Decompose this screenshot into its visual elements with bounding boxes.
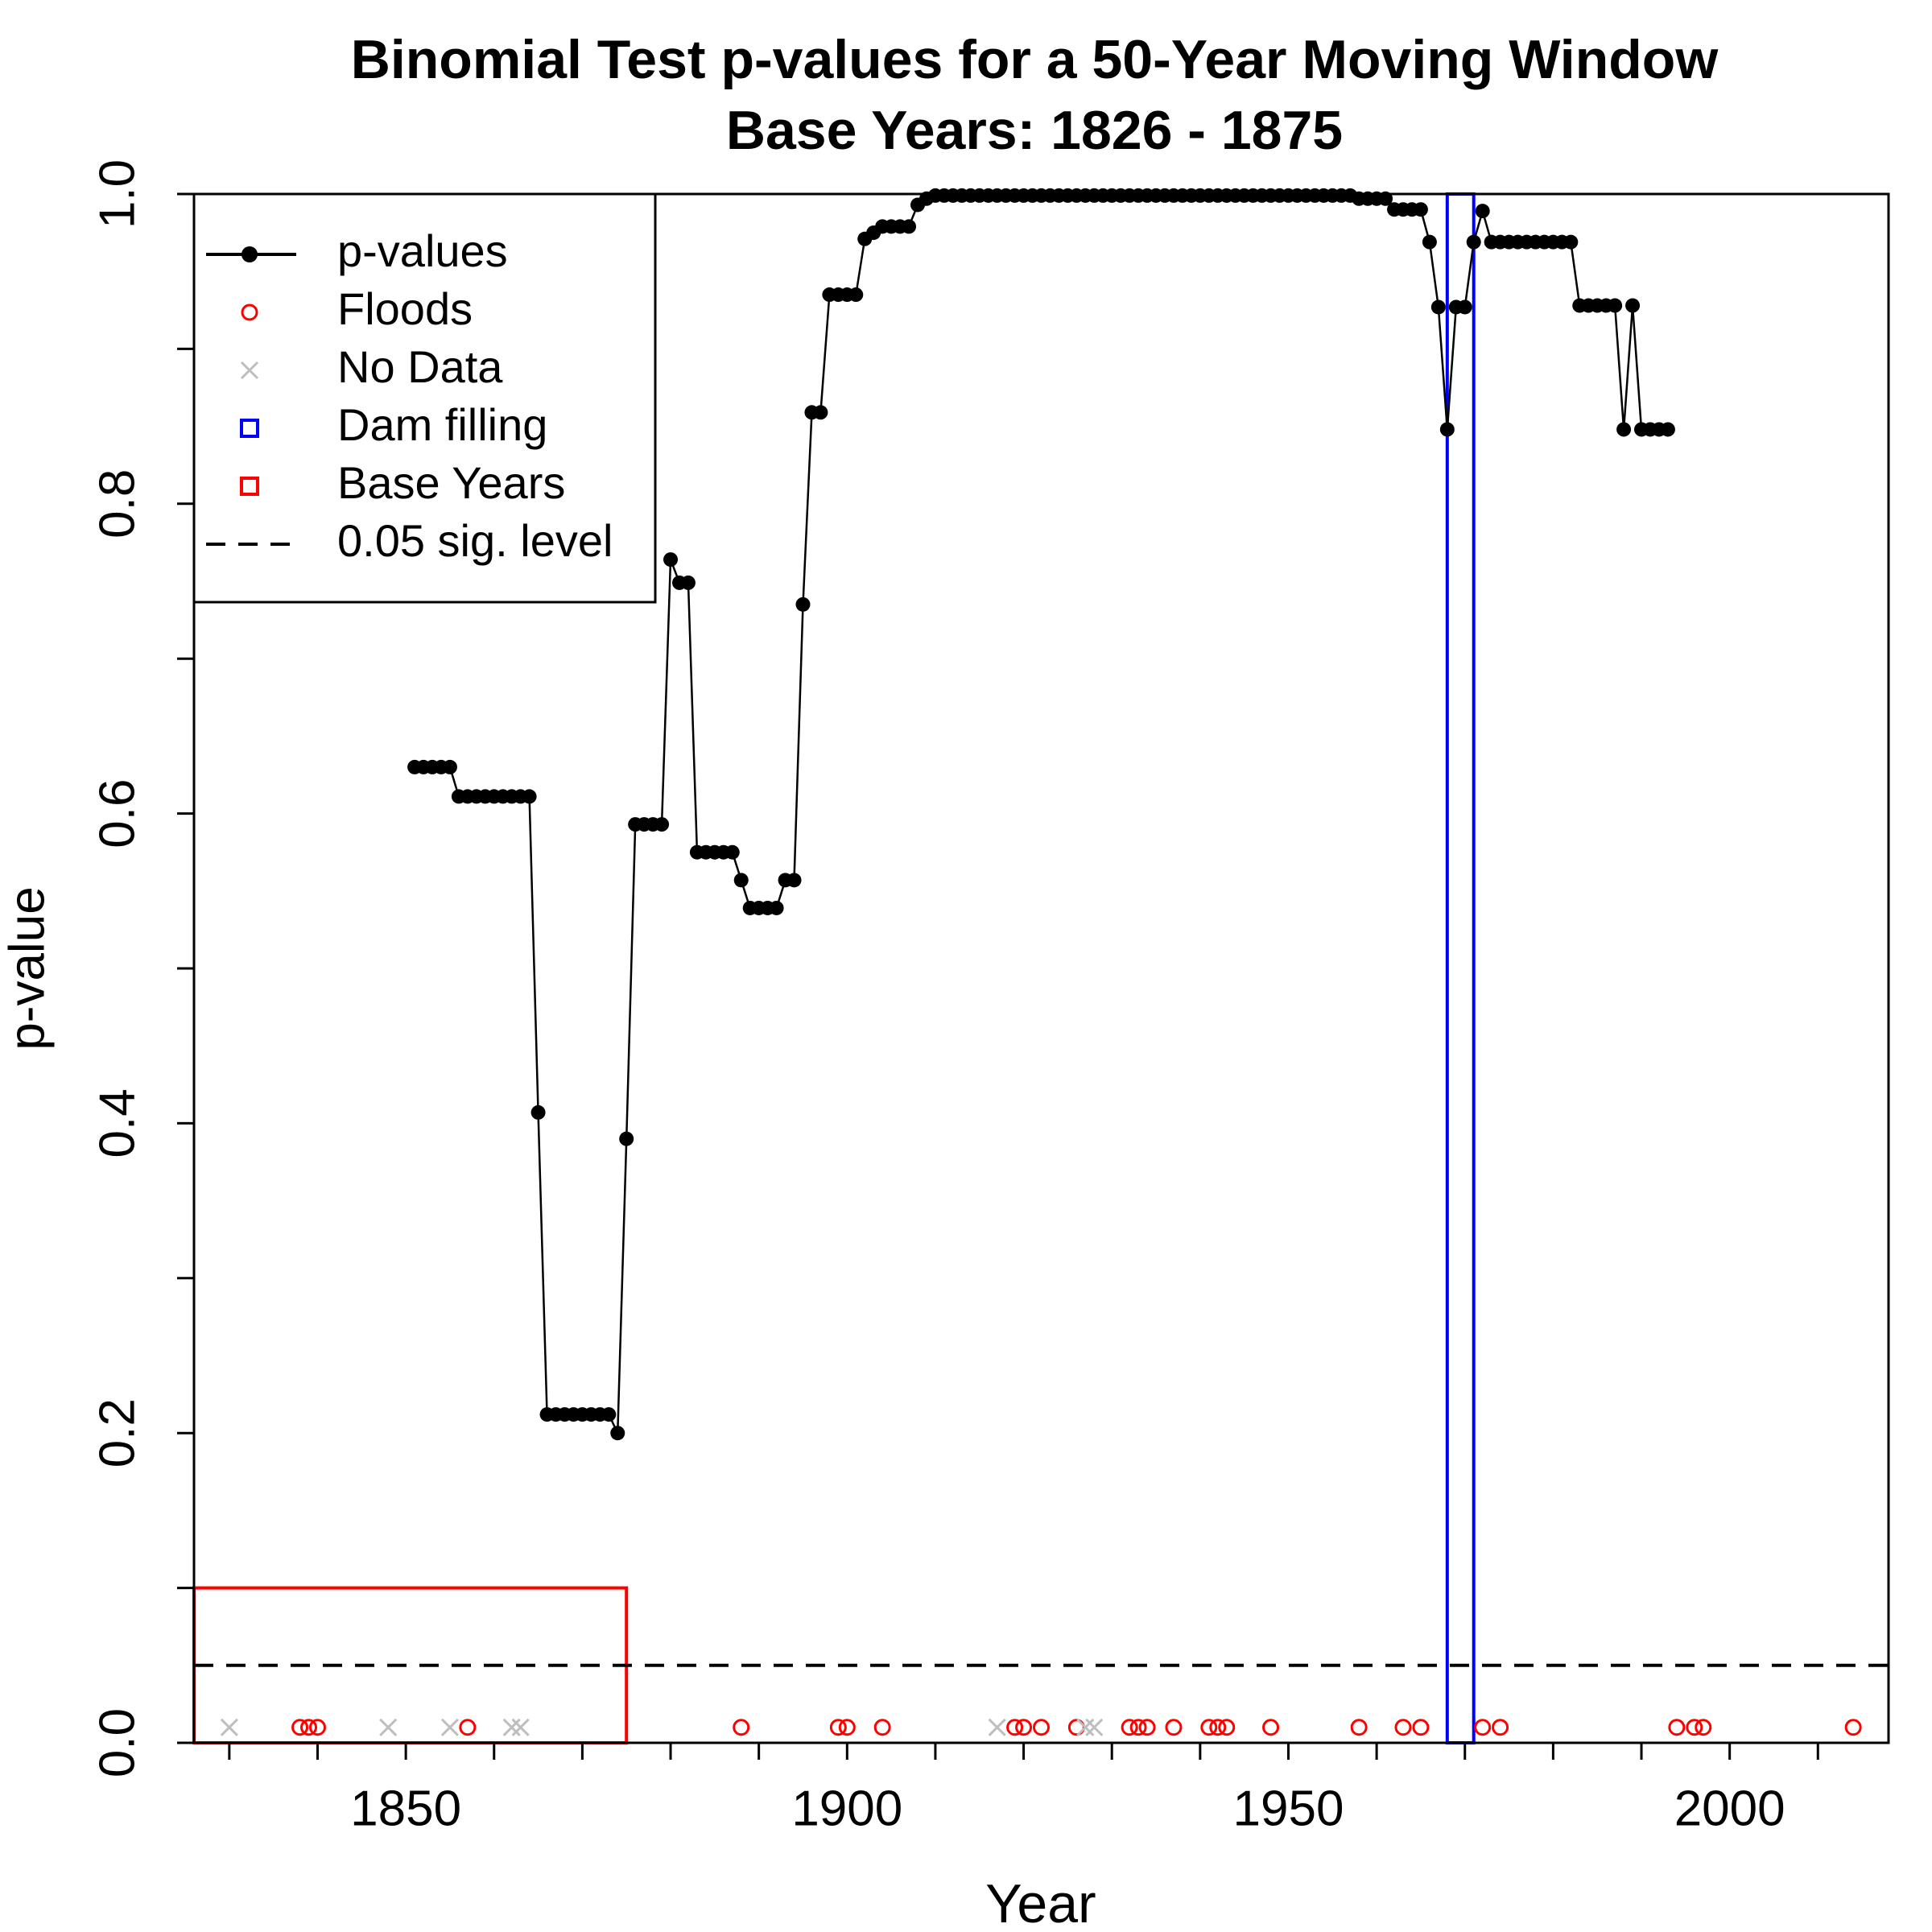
y-axis-label: p-value: [0, 886, 55, 1050]
data-point: [1457, 299, 1472, 315]
data-point: [530, 1104, 546, 1120]
data-point: [522, 789, 537, 804]
y-tick-label: 0.8: [89, 469, 145, 539]
flood-point: [733, 1719, 750, 1736]
data-point: [442, 759, 457, 774]
legend: p-values Floods No Data Dam filling Base Yea…: [192, 192, 657, 604]
chart-title: Binomial Test p-values for a 50-Year Mov…: [351, 29, 1719, 90]
flood-point: [873, 1719, 891, 1736]
flood-point: [1668, 1719, 1686, 1736]
data-point: [1625, 298, 1641, 313]
flood-point: [1686, 1719, 1703, 1736]
flood-point: [1695, 1719, 1712, 1736]
legend-label: Base Years: [337, 457, 565, 508]
legend-label: p-values: [337, 225, 508, 276]
flood-point: [1474, 1719, 1492, 1736]
flood-point: [1165, 1719, 1183, 1736]
flood-point: [1015, 1719, 1033, 1736]
x-tick-label: 1900: [791, 1781, 902, 1836]
data-point: [1378, 191, 1393, 206]
x-tick-label: 1950: [1233, 1781, 1344, 1836]
x-tick-label: 1850: [350, 1781, 461, 1836]
legend-label: Floods: [337, 283, 473, 334]
y-tick-label: 1.0: [89, 159, 145, 229]
legend-marker: [241, 303, 258, 321]
data-point: [1616, 422, 1632, 437]
flood-point: [459, 1719, 477, 1736]
flood-point: [1209, 1719, 1227, 1736]
flood-point: [1394, 1719, 1412, 1736]
data-point: [1466, 234, 1481, 250]
data-point: [1608, 298, 1623, 313]
flood-point: [291, 1719, 309, 1736]
no-data-point: [1085, 1718, 1104, 1736]
data-point: [902, 219, 917, 234]
x-tick-label: 2000: [1674, 1781, 1785, 1836]
data-point: [786, 873, 802, 888]
y-tick-label: 0.6: [89, 778, 145, 848]
data-point: [813, 405, 828, 420]
legend-box: [192, 192, 657, 604]
flood-point: [1262, 1719, 1280, 1736]
flood-point: [1492, 1719, 1509, 1736]
data-point: [1563, 234, 1579, 250]
data-point: [1422, 234, 1437, 250]
no-data-point: [440, 1718, 460, 1736]
no-data-point: [220, 1718, 238, 1736]
legend-label: No Data: [337, 341, 503, 392]
flood-point: [1129, 1719, 1147, 1736]
data-point: [601, 1407, 617, 1422]
flood-point: [838, 1719, 856, 1736]
legend-marker: [242, 246, 258, 262]
data-point: [848, 287, 864, 303]
data-point: [733, 873, 749, 888]
flood-point: [1844, 1719, 1862, 1736]
data-point: [724, 844, 740, 860]
legend-marker: [240, 419, 259, 438]
no-data-point: [511, 1718, 530, 1736]
flood-point: [1350, 1719, 1368, 1736]
flood-point: [829, 1719, 847, 1736]
flood-point: [1033, 1719, 1050, 1736]
flood-point: [1006, 1719, 1024, 1736]
chart-subtitle: Base Years: 1826 - 1875: [726, 100, 1343, 161]
legend-marker: [240, 477, 259, 496]
no-data-point: [502, 1718, 521, 1736]
y-tick-label: 0.2: [89, 1398, 145, 1468]
flood-point: [300, 1719, 318, 1736]
data-point: [680, 575, 696, 590]
no-data-point: [988, 1718, 1006, 1736]
data-point: [1660, 422, 1675, 437]
data-point: [769, 900, 784, 915]
no-data-point: [379, 1718, 398, 1736]
flood-point: [1218, 1719, 1236, 1736]
data-point: [1439, 422, 1455, 437]
x-axis-label: Year: [985, 1873, 1096, 1932]
y-tick-label: 0.4: [89, 1088, 145, 1158]
data-point: [654, 817, 670, 832]
legend-marker: [240, 361, 259, 380]
legend-label: Dam filling: [337, 399, 547, 450]
flood-point: [1138, 1719, 1156, 1736]
flood-point: [1412, 1719, 1430, 1736]
y-tick-label: 0.0: [89, 1708, 145, 1777]
flood-point: [1121, 1719, 1138, 1736]
data-point: [610, 1426, 625, 1441]
data-point: [663, 552, 679, 568]
data-point: [1430, 299, 1446, 315]
data-point: [1413, 202, 1428, 217]
data-point: [1475, 204, 1490, 219]
no-data-point: [1076, 1718, 1095, 1736]
data-point: [619, 1131, 634, 1146]
legend-label: 0.05 sig. level: [337, 515, 613, 566]
data-point: [795, 597, 811, 612]
flood-point: [308, 1719, 326, 1736]
flood-point: [1200, 1719, 1218, 1736]
